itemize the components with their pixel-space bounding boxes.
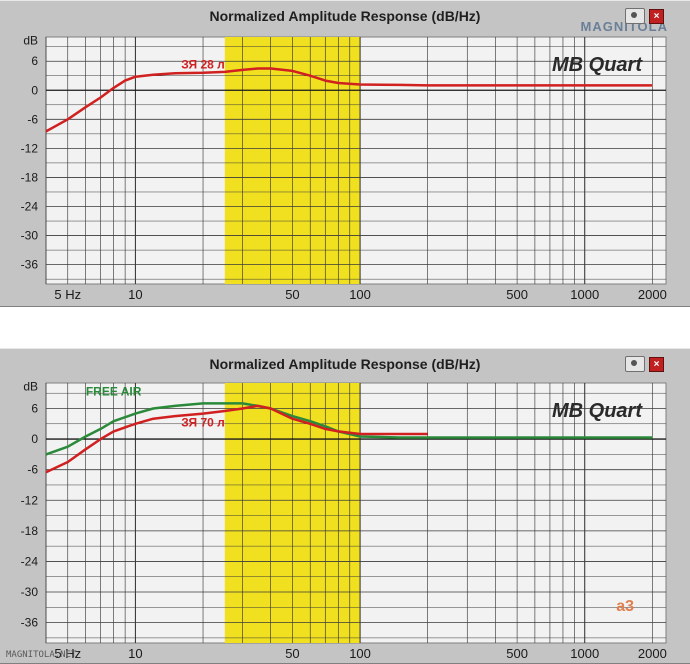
series-line [45, 67, 653, 133]
y-tick-label: 6 [31, 54, 38, 68]
x-tick-label: 50 [285, 287, 299, 302]
y-tick-label: -12 [21, 493, 39, 507]
x-tick-label: 100 [349, 287, 371, 302]
y-tick-label: -30 [21, 229, 39, 243]
x-tick-label: 5 Hz [54, 646, 81, 661]
snapshot-icon[interactable] [625, 356, 645, 372]
y-tick-label: 6 [31, 401, 38, 415]
x-tick-label: 500 [506, 646, 528, 661]
toolbar: × [625, 356, 664, 372]
x-tick-label: 10 [128, 287, 142, 302]
x-tick-label: 2000 [638, 646, 667, 661]
y-tick-label: -18 [21, 524, 39, 538]
y-tick-label: 0 [31, 83, 38, 97]
x-tick-label: 1000 [570, 287, 599, 302]
y-axis-unit-label: dB [23, 33, 38, 47]
y-tick-label: -6 [27, 463, 38, 477]
chart-svg: dB 6 0 -6 -12 -18 -24 -30 -36 5 Hz 10 50 100 500 1000 2… [21, 380, 667, 661]
toolbar: × [625, 8, 664, 24]
y-tick-label: -12 [21, 141, 39, 155]
chart-title: Normalized Amplitude Response (dB/Hz) [209, 356, 481, 372]
x-tick-label: 50 [285, 646, 299, 661]
close-icon[interactable]: × [649, 356, 664, 372]
chart-panel-top: Normalized Amplitude Response (dB/Hz) MA… [0, 0, 690, 307]
x-tick-label: 1000 [570, 646, 599, 661]
y-tick-label: -36 [21, 616, 39, 630]
footer-watermark: MAGNITOLA.NET [6, 650, 77, 660]
y-tick-label: -24 [21, 554, 39, 568]
x-tick-label: 2000 [638, 287, 667, 302]
x-tick-label: 500 [506, 287, 528, 302]
watermark-logo: MAGNITOLA [580, 19, 668, 34]
chart-svg: dB 6 0 -6 -12 -18 -24 -30 -36 5 Hz 10 50 100 500 1000 2… [21, 33, 667, 302]
close-icon[interactable]: × [649, 8, 664, 24]
corner-label: a3 [616, 598, 634, 615]
y-tick-label: -24 [21, 200, 39, 214]
series-annotation: ЗЯ 28 л [181, 57, 224, 71]
y-tick-label: -6 [27, 112, 38, 126]
brand-label: MB Quart [552, 400, 643, 422]
snapshot-icon[interactable] [625, 8, 645, 24]
x-tick-label: 5 Hz [54, 287, 81, 302]
y-tick-label: -30 [21, 585, 39, 599]
chart-panel-bottom: Normalized Amplitude Response (dB/Hz) × … [0, 348, 690, 664]
y-tick-label: -18 [21, 170, 39, 184]
y-axis-unit-label: dB [23, 380, 38, 394]
brand-label: MB Quart [552, 54, 643, 76]
chart-title: Normalized Amplitude Response (dB/Hz) [209, 8, 481, 24]
series-annotation: ЗЯ 70 л [181, 415, 224, 429]
y-tick-label: 0 [31, 432, 38, 446]
x-tick-label: 100 [349, 646, 371, 661]
series-annotation: FREE AIR [86, 385, 142, 399]
x-tick-label: 10 [128, 646, 142, 661]
series-line [45, 404, 428, 474]
y-tick-label: -36 [21, 258, 39, 272]
